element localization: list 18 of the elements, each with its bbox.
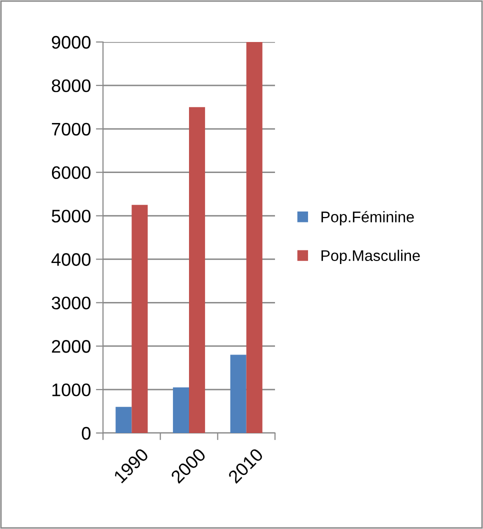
y-tick-label: 6000 (52, 166, 90, 180)
y-tick-label: 9000 (52, 36, 90, 49)
legend-label: Pop.Féminine (322, 210, 414, 226)
bar (116, 406, 132, 433)
y-tick-label: 8000 (52, 79, 90, 92)
y-tick-label: 1000 (52, 383, 90, 396)
y-tick-label: 2000 (52, 340, 90, 353)
bar (189, 107, 206, 433)
y-tick-label: 3000 (52, 296, 90, 310)
y-tick-label: 0 (82, 426, 90, 440)
bar (246, 42, 262, 433)
y-tick-label: 7000 (52, 122, 90, 136)
bar (172, 387, 189, 433)
legend-label: Pop.Masculine (322, 250, 420, 264)
y-tick-label: 5000 (52, 210, 90, 222)
bar (230, 354, 246, 433)
y-tick-label: 4000 (51, 253, 90, 266)
bar (132, 204, 148, 433)
